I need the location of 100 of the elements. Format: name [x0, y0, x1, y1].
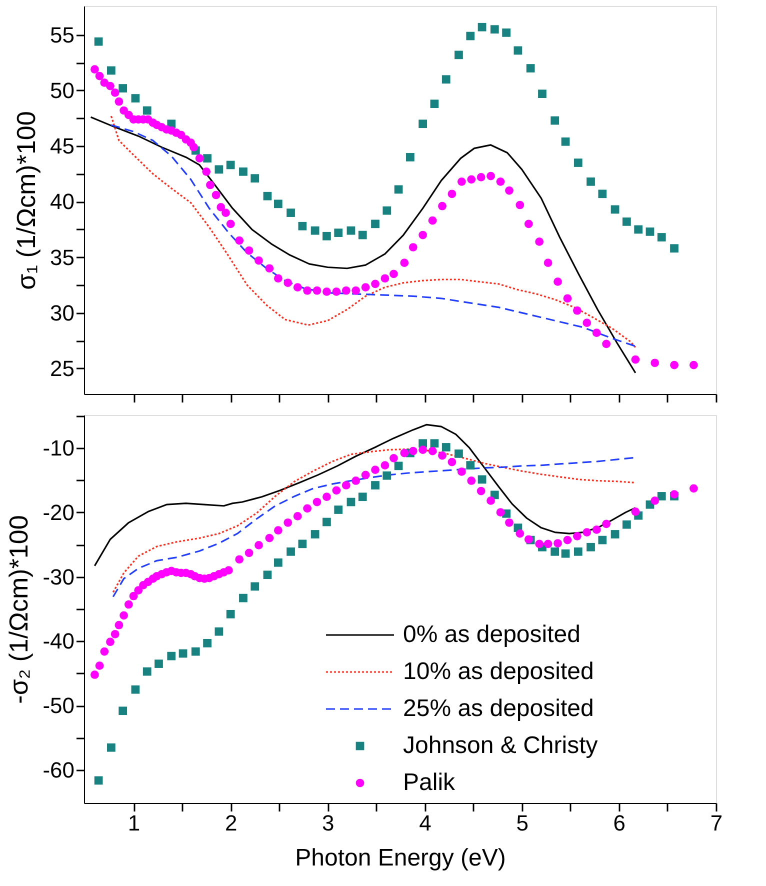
point [107, 743, 116, 752]
point [131, 94, 140, 102]
legend-label: 10% as deposited [403, 658, 594, 685]
point [274, 200, 282, 208]
x-tick-label: 6 [613, 810, 626, 836]
point [274, 558, 282, 567]
point [358, 492, 367, 502]
point [203, 638, 212, 648]
point [442, 443, 450, 452]
point [550, 116, 560, 125]
legend-label: 25% as deposited [403, 695, 594, 722]
point [657, 233, 666, 242]
point [298, 222, 307, 230]
y-tick-label: -30 [42, 564, 74, 590]
point [214, 165, 224, 174]
point [239, 167, 248, 176]
point [490, 25, 499, 34]
point [263, 570, 272, 580]
point [502, 28, 510, 37]
point [430, 100, 439, 108]
point [226, 160, 235, 170]
y-tick-label: -60 [42, 758, 74, 783]
point [322, 518, 331, 526]
point [598, 536, 607, 544]
point [610, 530, 620, 538]
point [191, 647, 200, 656]
point [466, 32, 475, 40]
x-tick-label: 5 [516, 810, 528, 836]
point [574, 547, 582, 556]
point [94, 37, 103, 46]
point [142, 667, 152, 676]
point [334, 228, 343, 237]
x-tick-label: 4 [419, 810, 432, 836]
point [118, 706, 128, 716]
point [466, 461, 475, 470]
legend-label: Johnson & Christy [403, 732, 598, 759]
point [526, 64, 535, 72]
point [454, 50, 463, 60]
point [107, 66, 116, 75]
y-axis-title: σ₁ (1/Ωcm)*100 [11, 111, 42, 290]
point [310, 530, 320, 538]
x-tick-label: 7 [710, 810, 723, 836]
x-axis-title: Photon Energy (eV) [295, 844, 506, 872]
y-tick-label: 25 [50, 356, 74, 381]
point [371, 220, 380, 228]
point [478, 22, 486, 32]
point [203, 154, 212, 162]
point [167, 652, 176, 660]
point [263, 192, 272, 200]
point [142, 106, 152, 115]
point [250, 174, 260, 183]
y-tick-label: -40 [42, 628, 74, 654]
point [394, 462, 403, 470]
point [442, 75, 450, 84]
point [394, 185, 403, 194]
y-tick-label: 30 [50, 300, 74, 326]
point [454, 449, 463, 458]
legend-label: 0% as deposited [403, 621, 580, 648]
point [214, 627, 224, 636]
point [131, 685, 140, 694]
y-tick-label: 50 [50, 78, 74, 103]
point [514, 46, 522, 55]
point [178, 649, 188, 658]
point [346, 226, 356, 235]
y-tick-label: -10 [42, 435, 74, 460]
x-tick-label: 2 [224, 810, 238, 836]
point [382, 206, 392, 215]
y-tick-label: 40 [50, 189, 74, 214]
legend-label: Palik [403, 769, 456, 796]
point [250, 582, 260, 591]
point [598, 190, 607, 198]
point [154, 660, 163, 668]
point [610, 205, 620, 214]
point [657, 492, 666, 500]
point [310, 226, 320, 235]
y-tick-label: 35 [50, 244, 74, 270]
x-tick-label: 1 [128, 810, 140, 836]
point [622, 520, 631, 529]
point [322, 232, 331, 240]
point [670, 244, 678, 253]
y-tick-label: -20 [42, 500, 74, 525]
point [561, 137, 570, 146]
point [574, 158, 582, 167]
point [550, 547, 560, 556]
point [622, 217, 631, 226]
y-tick-label: 45 [50, 134, 74, 159]
y-tick-label: -50 [42, 693, 74, 718]
y-axis-title: -σ₂ (1/Ωcm)*100 [4, 515, 34, 704]
point [346, 498, 356, 506]
point [286, 547, 295, 556]
point [561, 549, 570, 558]
point [226, 610, 235, 618]
point [239, 594, 248, 602]
x-tick-label: 3 [322, 810, 334, 836]
point [334, 506, 343, 514]
point [430, 439, 439, 448]
point [382, 471, 392, 480]
point [586, 542, 595, 552]
point [358, 230, 367, 240]
point [371, 481, 380, 490]
